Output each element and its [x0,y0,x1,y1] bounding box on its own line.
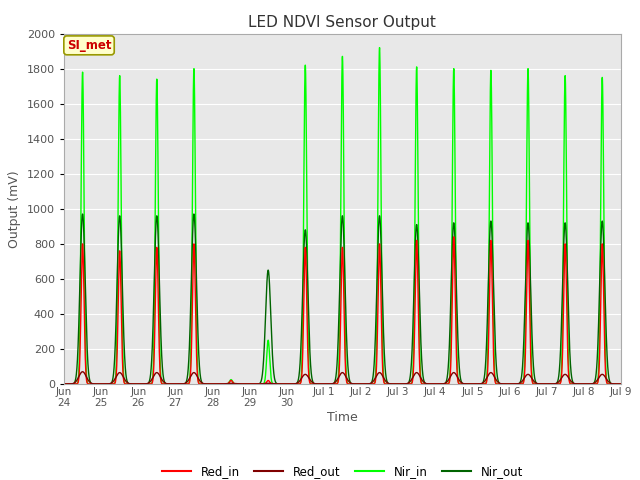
Red_in [60,381,68,387]
X-axis label: Time: Time [327,411,358,424]
Nir_in [376,45,383,50]
Nir_in [418,380,426,385]
Nir_in [397,381,404,387]
Nir_in [60,381,68,387]
Nir_in [246,381,253,387]
Nir_in [617,381,625,387]
Red_in [199,381,207,387]
Nir_out [459,381,467,386]
Line: Nir_out: Nir_out [64,214,621,384]
Red_out [199,381,207,386]
Red_out [581,381,589,387]
Red_in [581,381,589,387]
Line: Red_out: Red_out [64,372,621,384]
Red_in [246,381,253,387]
Red_in [418,380,426,386]
Title: LED NDVI Sensor Output: LED NDVI Sensor Output [248,15,436,30]
Red_in [397,381,404,387]
Red_out [324,381,332,387]
Nir_in [199,381,207,387]
Red_out [459,381,467,386]
Nir_out [199,381,207,386]
Red_out [617,381,625,387]
Nir_in [459,381,467,387]
Nir_out [581,381,589,387]
Nir_out [617,381,625,387]
Red_out [60,381,68,387]
Red_out [79,369,86,374]
Red_in [450,234,458,240]
Red_out [246,381,253,387]
Nir_out [60,381,68,387]
Red_in [324,381,332,387]
Nir_out [324,381,332,387]
Nir_in [324,381,332,387]
Nir_out [418,353,426,359]
Line: Nir_in: Nir_in [64,48,621,384]
Nir_out [397,381,404,387]
Text: SI_met: SI_met [67,39,111,52]
Red_in [459,381,467,387]
Red_in [617,381,625,387]
Nir_in [581,381,589,387]
Nir_out [79,211,86,217]
Nir_out [227,381,235,387]
Legend: Red_in, Red_out, Nir_in, Nir_out: Red_in, Red_out, Nir_in, Nir_out [157,461,528,480]
Red_out [418,376,426,382]
Line: Red_in: Red_in [64,237,621,384]
Red_out [397,381,404,387]
Y-axis label: Output (mV): Output (mV) [8,170,21,248]
